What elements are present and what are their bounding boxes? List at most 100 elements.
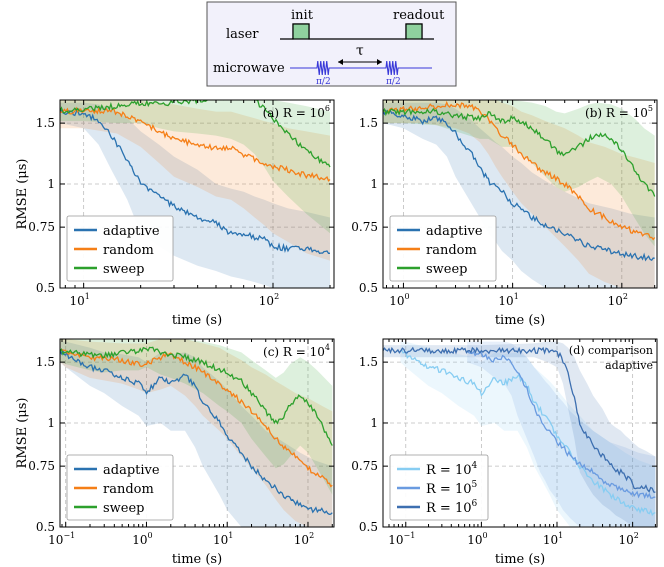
x-tick-exp: 2 <box>634 531 639 540</box>
x-tick-exp: 0 <box>405 292 410 301</box>
x-tick-exp: 1 <box>228 531 233 540</box>
x-tick-label: 101 <box>498 292 518 308</box>
series-line-d-1 <box>466 350 656 500</box>
x-tick-label: 101 <box>543 531 563 547</box>
legend-label: adaptive <box>103 224 160 239</box>
x-tick-label: 100 <box>132 531 152 547</box>
annotation-text: (a) R = 10 <box>263 106 325 120</box>
x-tick-base: 10 <box>259 294 274 308</box>
legend-name: sweep <box>103 262 145 277</box>
legend-name: sweep <box>426 262 468 277</box>
band-b-1 <box>383 100 655 288</box>
x-tick-exp: 1 <box>514 292 519 301</box>
x-tick-label: 102 <box>259 292 279 308</box>
x-axis-label: time (s) <box>172 552 222 567</box>
y-tick-label: 0.5 <box>36 281 55 295</box>
init-label: init <box>291 8 314 23</box>
x-tick-label: 10−1 <box>48 531 75 547</box>
legend-label: sweep <box>103 262 145 277</box>
legend-label: R = 106 <box>426 499 478 516</box>
legend-name: adaptive <box>103 224 160 239</box>
legend-name: R = 10 <box>426 463 472 478</box>
y-tick-label: 1.5 <box>359 116 378 130</box>
series-line-c-0 <box>60 348 333 515</box>
panel-annotation: (b) R = 105 <box>585 104 653 120</box>
y-tick-label: 0.75 <box>28 459 55 473</box>
annotation-exp: 5 <box>648 104 653 113</box>
band-a-0 <box>60 102 330 288</box>
pulse-sequence-inset: laser microwave init readout τ π/2 π/2 <box>206 1 457 87</box>
x-tick-label: 100 <box>389 292 409 308</box>
x-tick-base: 10 <box>213 533 228 547</box>
panel-annotation-line2: adaptive <box>605 359 653 372</box>
y-tick-label: 1.5 <box>36 355 55 369</box>
x-tick-base: 10 <box>543 533 558 547</box>
x-tick-exp: 0 <box>482 531 487 540</box>
y-tick-label: 1 <box>370 177 378 191</box>
legend-exp: 6 <box>472 499 478 509</box>
y-tick-label: 0.5 <box>36 520 55 534</box>
legend-label: random <box>426 243 477 258</box>
x-tick-label: 102 <box>294 531 314 547</box>
y-tick-label: 0.5 <box>359 520 378 534</box>
series-line-b-1 <box>383 100 656 241</box>
band-a-2 <box>60 100 330 234</box>
y-tick-label: 1.5 <box>36 116 55 130</box>
y-tick-label: 1.5 <box>359 355 378 369</box>
legend-label: random <box>103 482 154 497</box>
pi-half-label-2: π/2 <box>386 77 401 87</box>
series-line-b-2 <box>383 107 656 197</box>
band-c-1 <box>60 339 333 527</box>
x-tick-label: 101 <box>213 531 233 547</box>
y-tick-label: 0.5 <box>359 281 378 295</box>
tau-label: τ <box>356 43 364 59</box>
x-tick-exp: 2 <box>274 292 279 301</box>
legend-label: R = 104 <box>426 461 478 478</box>
inset-background <box>206 1 457 87</box>
microwave-trace <box>290 60 432 76</box>
tau-arrowheads <box>338 59 382 65</box>
x-tick-exp: 0 <box>148 531 153 540</box>
x-tick-exp: −1 <box>404 531 416 540</box>
legend-label: sweep <box>426 262 468 277</box>
x-tick-label: 102 <box>618 531 638 547</box>
x-tick-base: 10 <box>618 533 633 547</box>
series-line-c-2 <box>60 346 333 446</box>
x-tick-exp: 1 <box>558 531 563 540</box>
band-a-1 <box>60 100 330 261</box>
band-b-2 <box>383 100 655 247</box>
x-tick-label: 101 <box>69 292 89 308</box>
series-line-a-0 <box>60 109 330 255</box>
legend-name: R = 10 <box>426 501 472 516</box>
series-line-a-2 <box>60 100 331 168</box>
legend-name: adaptive <box>426 224 483 239</box>
legend-box <box>66 215 174 282</box>
y-axis-label: RMSE (μs) <box>15 398 30 469</box>
x-tick-base: 10 <box>498 294 513 308</box>
band-b-0 <box>383 102 655 288</box>
x-tick-exp: 2 <box>309 531 314 540</box>
annotation-text: (b) R = 10 <box>585 106 648 120</box>
plot-area <box>60 339 333 527</box>
microwave-label: microwave <box>213 61 285 76</box>
x-tick-label: 10−1 <box>388 531 415 547</box>
series-line-a-1 <box>60 106 331 182</box>
init-pulse <box>292 23 310 40</box>
legend: adaptive random sweep <box>66 454 174 521</box>
band-c-2 <box>60 339 333 495</box>
legend-exp: 5 <box>472 480 478 490</box>
plot-frame <box>382 338 658 528</box>
legend-exp: 4 <box>472 461 478 471</box>
plot-frame <box>59 99 335 289</box>
x-tick-label: 102 <box>608 292 628 308</box>
y-tick-label: 1 <box>370 416 378 430</box>
y-tick-label: 0.75 <box>351 459 378 473</box>
x-axis-label: time (s) <box>495 552 545 567</box>
annotation-exp: 6 <box>325 104 330 113</box>
legend-label: R = 105 <box>426 480 478 497</box>
series-line-b-0 <box>383 109 655 262</box>
plot-area <box>60 100 331 288</box>
